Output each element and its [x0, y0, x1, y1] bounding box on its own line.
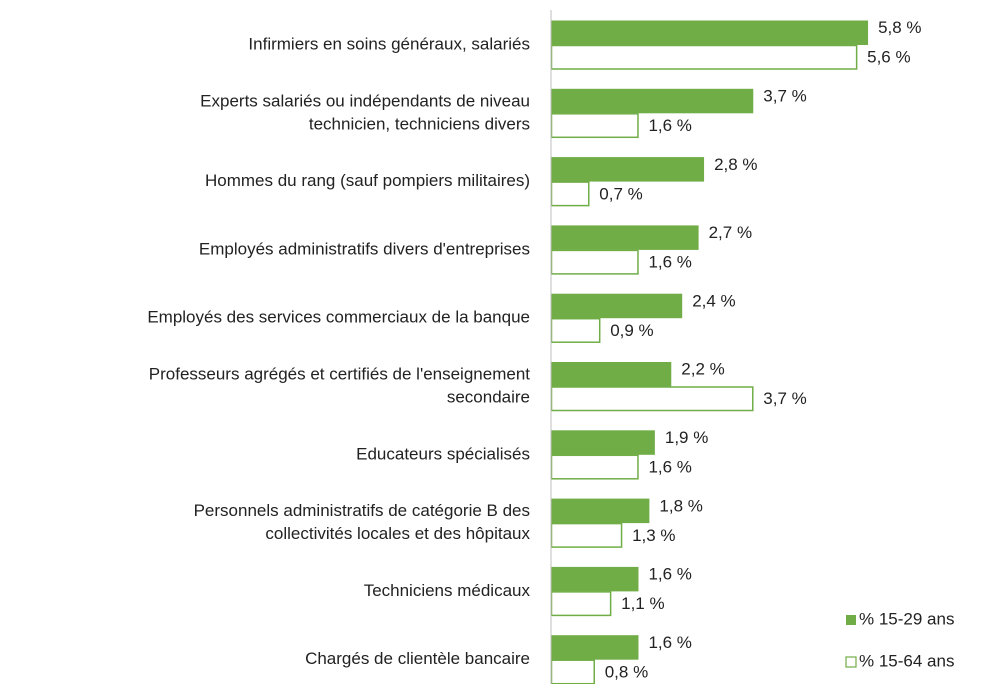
value-label: 1,3 % [632, 526, 675, 545]
bar [551, 498, 650, 524]
legend-label: % 15-29 ans [859, 609, 954, 628]
category-label: collectivités locales et des hôpitaux [265, 524, 530, 543]
value-label: 2,8 % [714, 155, 757, 174]
value-label: 1,6 % [648, 565, 691, 584]
legend-label: % 15-64 ans [859, 651, 954, 670]
category-label: technicien, techniciens divers [309, 114, 530, 133]
value-label: 1,6 % [648, 458, 691, 477]
bar [550, 454, 639, 480]
bar [551, 225, 699, 250]
category-label: Employés administratifs divers d'entrepr… [199, 239, 530, 258]
category-label: Personnels administratifs de catégorie B… [194, 501, 530, 520]
value-label: 1,8 % [659, 496, 702, 515]
value-label: 3,7 % [763, 389, 806, 408]
value-label: 0,8 % [605, 662, 648, 681]
value-label: 2,7 % [709, 223, 752, 242]
category-label: Hommes du rang (sauf pompiers militaires… [205, 171, 530, 190]
bar [551, 88, 754, 114]
bar [550, 249, 639, 275]
bar [550, 386, 754, 412]
bar [551, 566, 639, 592]
category-label: Employés des services commerciaux de la … [147, 308, 530, 327]
value-label: 1,1 % [621, 594, 664, 613]
value-label: 0,9 % [610, 321, 653, 340]
category-label: Techniciens médicaux [364, 581, 531, 600]
value-label: 5,8 % [878, 18, 921, 37]
value-label: 1,6 % [648, 116, 691, 135]
bar [550, 113, 639, 139]
category-label: Educateurs spécialisés [356, 444, 530, 463]
bar [550, 591, 612, 617]
value-label: 1,6 % [648, 633, 691, 652]
value-label: 3,7 % [763, 87, 806, 106]
bar [551, 362, 672, 387]
bar [550, 659, 595, 685]
value-label: 1,9 % [665, 428, 708, 447]
bar [551, 430, 655, 455]
value-label: 2,4 % [692, 291, 735, 310]
category-label: Chargés de clientèle bancaire [305, 649, 530, 668]
bar [550, 317, 601, 343]
value-label: 1,6 % [648, 253, 691, 272]
legend-swatch [845, 656, 857, 668]
bar [550, 181, 590, 207]
bar [550, 44, 858, 70]
bar [551, 635, 639, 660]
legend-swatch [846, 615, 856, 625]
bar [550, 522, 623, 548]
bar [551, 293, 683, 319]
value-label: 0,7 % [599, 184, 642, 203]
category-label: Professeurs agrégés et certifiés de l'en… [149, 364, 531, 383]
category-label: Infirmiers en soins généraux, salariés [248, 34, 530, 53]
value-label: 5,6 % [867, 48, 910, 67]
bar [551, 20, 869, 45]
category-label: Experts salariés ou indépendants de nive… [200, 91, 530, 110]
bar [551, 157, 705, 182]
category-label: secondaire [447, 387, 530, 406]
value-label: 2,2 % [681, 360, 724, 379]
